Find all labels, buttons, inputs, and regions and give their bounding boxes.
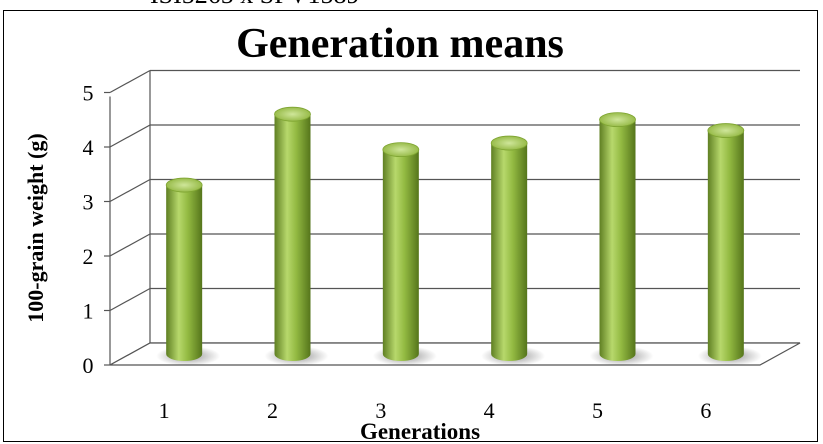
y-tick-label: 2 (83, 244, 94, 269)
chart-title: Generation means (236, 21, 564, 67)
x-tick-label: 4 (484, 398, 495, 423)
y-tick-label: 3 (83, 190, 94, 215)
bar-layer (156, 106, 762, 366)
x-tick-label: 3 (375, 398, 386, 423)
gridline-side (109, 178, 151, 203)
bar-top (599, 112, 636, 128)
bar (166, 185, 203, 361)
x-tick-label: 2 (267, 398, 278, 423)
gridline-side (109, 233, 151, 257)
bar-top (165, 177, 203, 193)
bar-top (274, 106, 311, 122)
x-tick-label: 1 (159, 398, 170, 423)
gridline-side (109, 69, 151, 94)
y-tick-label: 4 (83, 135, 94, 160)
y-tick-label: 5 (83, 81, 94, 106)
y-tick-label: 1 (83, 299, 94, 324)
bar (599, 119, 636, 362)
bar (382, 149, 419, 361)
x-tick-label: 6 (700, 398, 711, 423)
gridline-side (109, 287, 151, 312)
y-tick-label: 0 (83, 353, 94, 378)
bar-top (707, 123, 745, 138)
bar (274, 114, 311, 361)
bar-top (382, 142, 420, 158)
grid-layer (104, 69, 801, 366)
x-tick-label: 5 (592, 398, 603, 423)
cropped-caption: ISI5265 x SPV1589 (150, 0, 359, 10)
bar-top (490, 135, 528, 151)
x-axis-label: Generations (360, 419, 480, 444)
bar (491, 143, 528, 361)
bar (707, 130, 744, 361)
label-layer: 0 1 2 3 4 5 1 2 3 4 5 6 Generation means Generations 1… (23, 21, 711, 444)
gridline-side (109, 124, 151, 148)
y-axis-label: 100-grain weight (g) (23, 133, 48, 322)
